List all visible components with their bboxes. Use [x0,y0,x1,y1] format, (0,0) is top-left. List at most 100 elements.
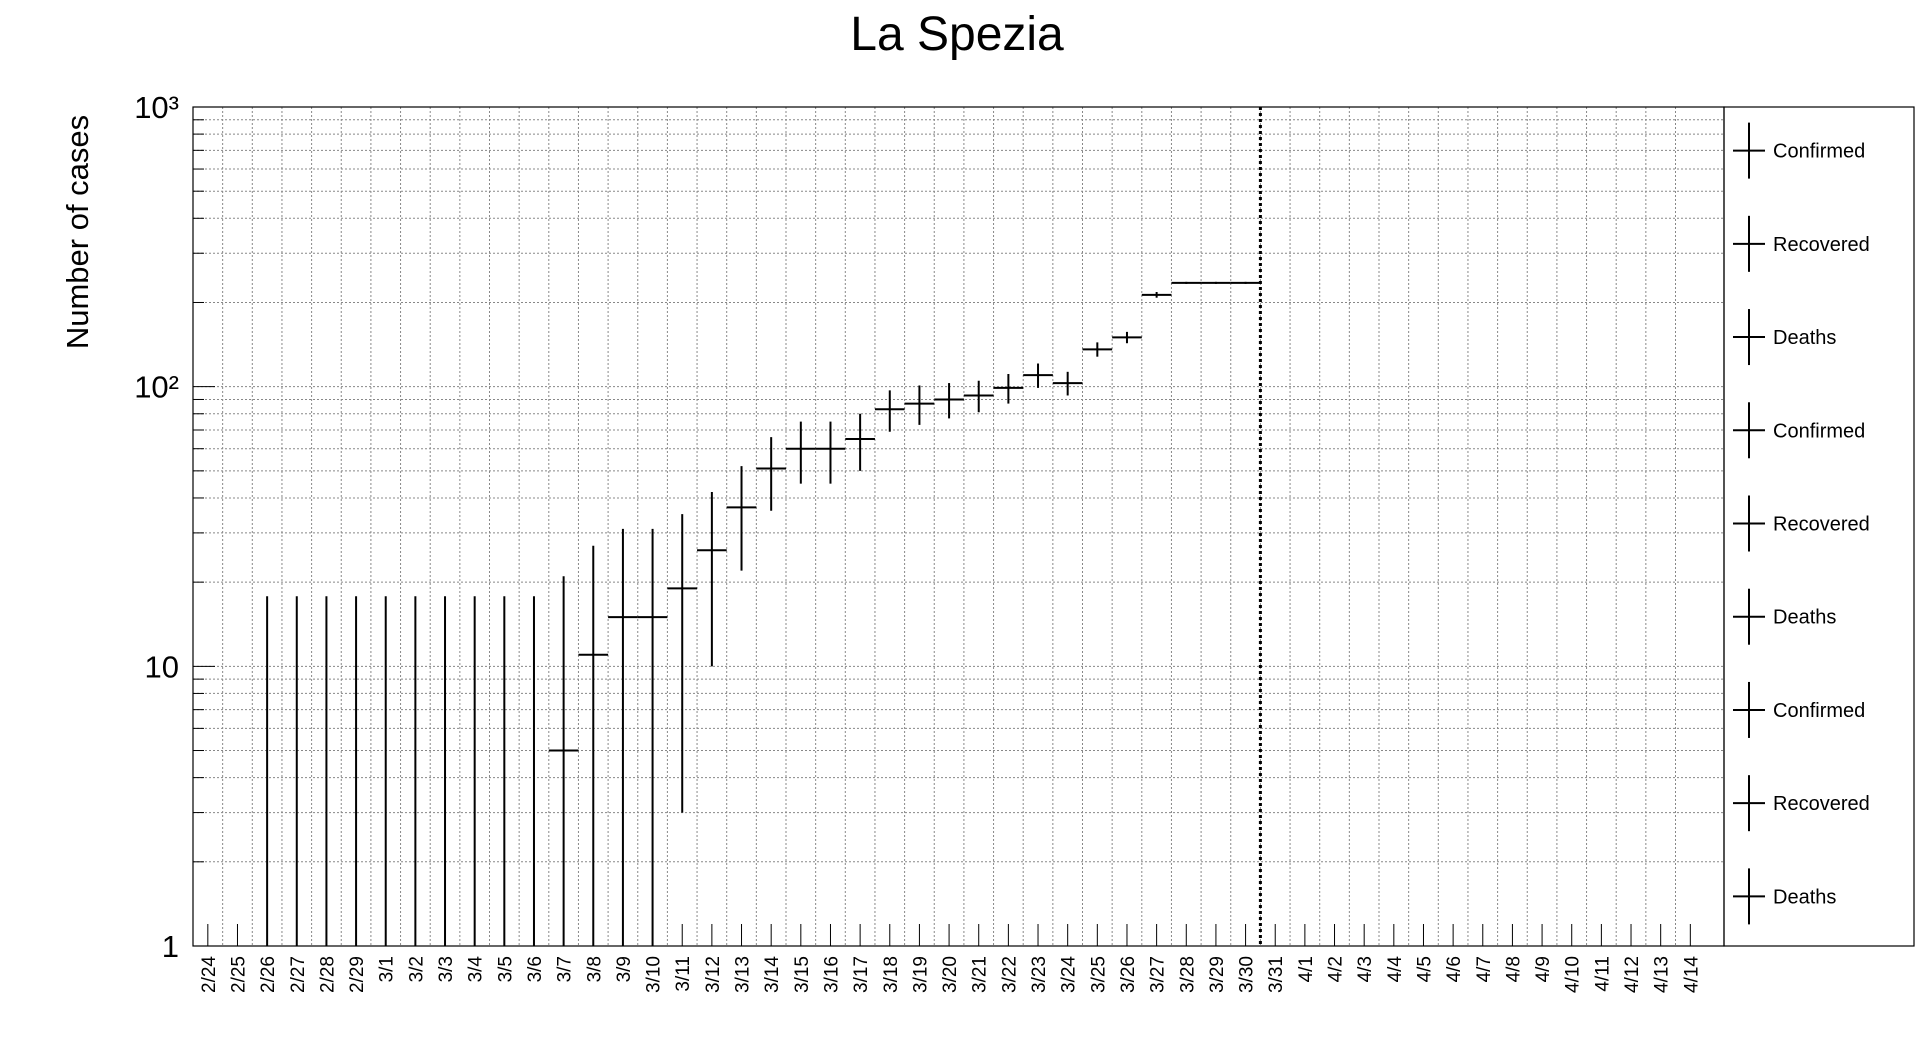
x-tick-label: 3/23 [1029,956,1050,993]
x-tick-label: 3/28 [1177,956,1198,993]
legend: Confirmed Recovered Deaths Confirmed Recover… [1723,106,1915,947]
x-tick-label: 2/25 [228,956,249,993]
chart-title: La Spezia [850,8,1064,61]
legend-label: Confirmed [1773,420,1865,442]
x-tick-label: 3/10 [644,956,665,993]
data-point [608,528,638,946]
x-tick-label: 3/20 [940,956,961,993]
legend-entry: Recovered [1733,215,1870,272]
x-tick-label: 3/21 [970,956,991,993]
x-tick-label: 4/6 [1444,956,1465,982]
x-tick-label: 3/13 [733,956,754,993]
x-tick-label: 3/11 [673,956,694,992]
x-tick-label: 3/31 [1266,956,1287,993]
legend-box [1723,106,1915,947]
x-tick-label: 4/8 [1503,956,1524,982]
y-axis-label: Number of cases [60,115,95,349]
y-tick-label: 10³ [134,90,179,125]
data-point [578,545,609,946]
plot-frame [192,106,1725,947]
data-point [993,373,1024,404]
data-point [697,492,727,667]
data-point [1230,281,1261,284]
x-tick-label: 2/28 [317,956,338,993]
data-point [1082,342,1113,357]
x-tick-label: 3/2 [406,956,427,982]
x-tick-label: 4/4 [1385,956,1406,983]
data-point [1052,371,1083,396]
x-tick-label: 4/12 [1622,956,1643,993]
legend-entry: Deaths [1733,868,1836,925]
x-tick-label: 3/12 [703,956,724,993]
data-point [637,528,668,946]
x-tick-label: 3/17 [851,956,872,993]
legend-entry: Deaths [1733,588,1836,645]
y-tick-label: 10² [134,370,179,405]
x-tick-label: 3/29 [1207,956,1228,993]
data-point [756,437,786,511]
legend-label: Confirmed [1773,700,1865,722]
x-tick-label: 2/24 [199,956,220,993]
x-tick-label: 4/11 [1592,956,1613,992]
x-tick-label: 3/5 [495,956,516,982]
x-tick-label: 3/22 [999,956,1020,993]
x-tick-label: 3/25 [1088,956,1109,993]
data-point [815,421,846,484]
x-tick-label: 2/26 [258,956,279,993]
x-tick-label: 3/3 [436,956,457,982]
x-tick-label: 4/5 [1414,956,1435,982]
x-tick-label: 3/19 [910,956,931,993]
x-tick-label: 4/7 [1474,956,1495,982]
data-point [934,383,964,419]
x-tick-label: 3/15 [792,956,813,993]
data-point [667,514,698,813]
legend-label: Confirmed [1773,141,1865,163]
x-tick-label: 3/6 [525,956,546,982]
legend-label: Deaths [1773,607,1836,629]
legend-entry: Confirmed [1733,122,1865,179]
data-series [266,281,1261,946]
legend-label: Recovered [1773,234,1870,256]
x-tick-label: 4/13 [1652,956,1673,993]
data-point [845,413,875,471]
legend-entry: Confirmed [1733,402,1865,459]
data-point [904,385,935,425]
x-tick-label: 3/26 [1118,956,1139,993]
x-tick-label: 4/14 [1681,956,1702,993]
x-tick-label: 3/9 [614,956,635,982]
x-tick-label: 3/1 [377,956,398,982]
x-tick-label: 3/4 [466,956,487,983]
data-point [1023,363,1053,388]
legend-entry: Deaths [1733,309,1836,366]
y-tick-label: 10 [145,649,179,684]
legend-label: Recovered [1773,514,1870,536]
x-tick-label: 2/27 [288,956,309,993]
legend-entry: Recovered [1733,775,1870,832]
x-tick-label: 2/29 [347,956,368,993]
x-tick-label: 3/14 [762,956,783,993]
data-point [963,380,994,413]
data-point [1141,292,1172,298]
x-tick-label: 4/2 [1326,956,1347,982]
data-point [1201,281,1231,284]
legend-entry: Confirmed [1733,681,1865,738]
data-point [1171,281,1202,284]
legend-label: Deaths [1773,327,1836,349]
x-tick-label: 3/8 [584,956,605,982]
x-tick-label: 4/10 [1563,956,1584,993]
x-tick-label: 4/1 [1296,956,1317,982]
x-tick-label: 3/16 [821,956,842,993]
x-tick-label: 3/7 [555,956,576,982]
x-tick-label: 4/9 [1533,956,1554,982]
data-point [874,390,905,432]
legend-label: Deaths [1773,886,1836,908]
data-point [1112,331,1142,344]
data-point [726,466,757,571]
x-tick-label: 3/27 [1148,956,1169,993]
legend-entry: Recovered [1733,495,1870,552]
x-tick-label: 4/3 [1355,956,1376,982]
y-tick-label: 1 [162,929,179,964]
x-tick-label: 3/30 [1237,956,1258,993]
data-point [548,576,579,946]
